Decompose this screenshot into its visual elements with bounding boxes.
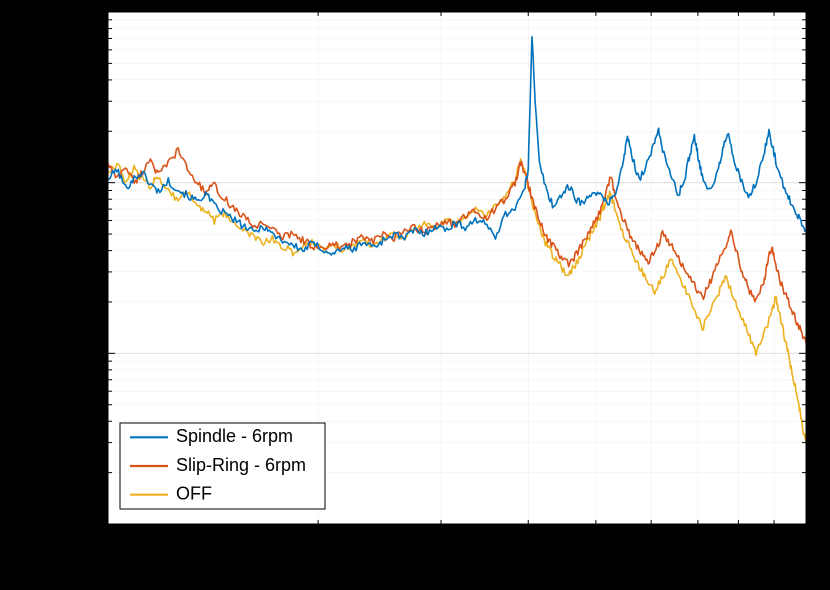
legend-label-0: Spindle - 6rpm [176,426,293,446]
chart-container: { "chart": { "type": "line", "canvas_px"… [0,0,830,590]
legend: Spindle - 6rpm Slip-Ring - 6rpm OFF [120,423,325,509]
spectrum-plot: Spindle - 6rpm Slip-Ring - 6rpm OFF [0,0,830,590]
legend-label-1: Slip-Ring - 6rpm [176,455,306,475]
legend-label-2: OFF [176,483,212,503]
